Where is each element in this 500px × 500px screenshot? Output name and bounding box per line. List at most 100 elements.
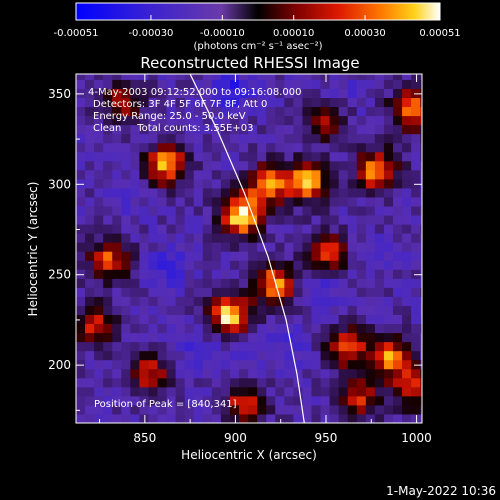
- heatmap-cell: [193, 251, 204, 261]
- heatmap-cell: [148, 350, 159, 361]
- heatmap-cell: [184, 187, 195, 198]
- heatmap-cell: [356, 332, 367, 343]
- heatmap-cell: [229, 178, 240, 189]
- heatmap-cell: [94, 115, 104, 126]
- heatmap-cell: [402, 242, 412, 252]
- heatmap-cell: [175, 133, 186, 144]
- heatmap-cell: [184, 151, 195, 162]
- heatmap-cell: [365, 215, 376, 225]
- heatmap-cell: [320, 368, 331, 379]
- heatmap-cell: [202, 377, 213, 388]
- heatmap-cell: [121, 187, 131, 198]
- heatmap-cell: [148, 368, 159, 379]
- heatmap-cell: [184, 323, 195, 334]
- heatmap-cell: [193, 323, 204, 334]
- heatmap-cell: [112, 314, 122, 325]
- heatmap-cell: [383, 332, 394, 343]
- heatmap-cell: [166, 350, 177, 361]
- heatmap-cell: [193, 169, 204, 180]
- heatmap-cell: [402, 224, 412, 234]
- heatmap-cell: [193, 215, 204, 225]
- heatmap-cell: [420, 151, 422, 162]
- heatmap-cell: [329, 133, 340, 144]
- heatmap-cell: [393, 74, 403, 80]
- heatmap-cell: [257, 115, 267, 126]
- heatmap-cell: [76, 224, 86, 234]
- heatmap-cell: [248, 332, 258, 343]
- heatmap-cell: [383, 404, 394, 415]
- heatmap-cell: [257, 187, 267, 198]
- heatmap-cell: [94, 133, 104, 144]
- heatmap-cell: [229, 269, 240, 279]
- heatmap-cell: [302, 359, 312, 370]
- heatmap-cell: [220, 386, 231, 397]
- heatmap-cell: [420, 368, 422, 379]
- heatmap-cell: [356, 314, 367, 325]
- heatmap-cell: [130, 124, 140, 135]
- heatmap-cell: [130, 233, 140, 243]
- heatmap-cell: [157, 233, 168, 243]
- colorbar-tick-label: 0.00030: [344, 28, 385, 39]
- heatmap-cell: [320, 160, 331, 171]
- heatmap-cell: [121, 224, 131, 234]
- heatmap-cell: [374, 314, 385, 325]
- heatmap-cell: [302, 269, 312, 279]
- heatmap-cell: [94, 187, 104, 198]
- heatmap-cell: [112, 260, 122, 270]
- heatmap-cell: [193, 242, 204, 252]
- heatmap-cell: [257, 215, 267, 225]
- heatmap-cell: [356, 133, 367, 144]
- heatmap-cell: [365, 404, 376, 415]
- heatmap-cell: [402, 332, 412, 343]
- heatmap-cell: [275, 278, 285, 288]
- heatmap-cell: [284, 269, 294, 279]
- heatmap-cell: [411, 206, 421, 216]
- heatmap-cell: [157, 115, 168, 126]
- heatmap-cell: [420, 323, 422, 334]
- heatmap-cell: [184, 368, 195, 379]
- heatmap-cell: [257, 142, 267, 153]
- heatmap-cell: [103, 142, 113, 153]
- heatmap-cell: [411, 377, 421, 388]
- heatmap-cell: [284, 233, 294, 243]
- heatmap-cell: [356, 404, 367, 415]
- heatmap-cell: [211, 242, 222, 252]
- heatmap-cell: [347, 115, 358, 126]
- heatmap-cell: [257, 151, 267, 162]
- heatmap-cell: [139, 332, 149, 343]
- heatmap-cell: [374, 341, 385, 352]
- heatmap-cell: [211, 269, 222, 279]
- heatmap-cell: [329, 215, 340, 225]
- plot-frame: [75, 73, 423, 424]
- heatmap-cell: [420, 206, 422, 216]
- heatmap-cell: [266, 88, 276, 99]
- heatmap-cell: [175, 395, 186, 406]
- heatmap-cell: [85, 305, 95, 315]
- heatmap-cell: [157, 260, 168, 270]
- heatmap-cell: [229, 115, 240, 126]
- heatmap-cell: [193, 341, 204, 352]
- heatmap-cell: [329, 79, 340, 89]
- heatmap-cell: [139, 151, 149, 162]
- heatmap-cell: [383, 260, 394, 270]
- heatmap-cell: [166, 79, 177, 89]
- heatmap-cell: [374, 350, 385, 361]
- heatmap-cell: [311, 278, 322, 288]
- heatmap-cell: [420, 287, 422, 297]
- heatmap-cell: [157, 323, 168, 334]
- heatmap-cell: [148, 106, 159, 117]
- heatmap-cell: [266, 224, 276, 234]
- heatmap-cell: [393, 287, 403, 297]
- heatmap-cell: [402, 133, 412, 144]
- heatmap-cell: [402, 386, 412, 397]
- heatmap-cell: [420, 233, 422, 243]
- heatmap-cell: [248, 151, 258, 162]
- heatmap-cell: [257, 206, 267, 216]
- heatmap-cell: [220, 305, 231, 315]
- heatmap-cell: [112, 215, 122, 225]
- heatmap-cell: [220, 215, 231, 225]
- heatmap-cell: [393, 215, 403, 225]
- heatmap-cell: [157, 142, 168, 153]
- heatmap-cell: [103, 242, 113, 252]
- heatmap-cell: [248, 187, 258, 198]
